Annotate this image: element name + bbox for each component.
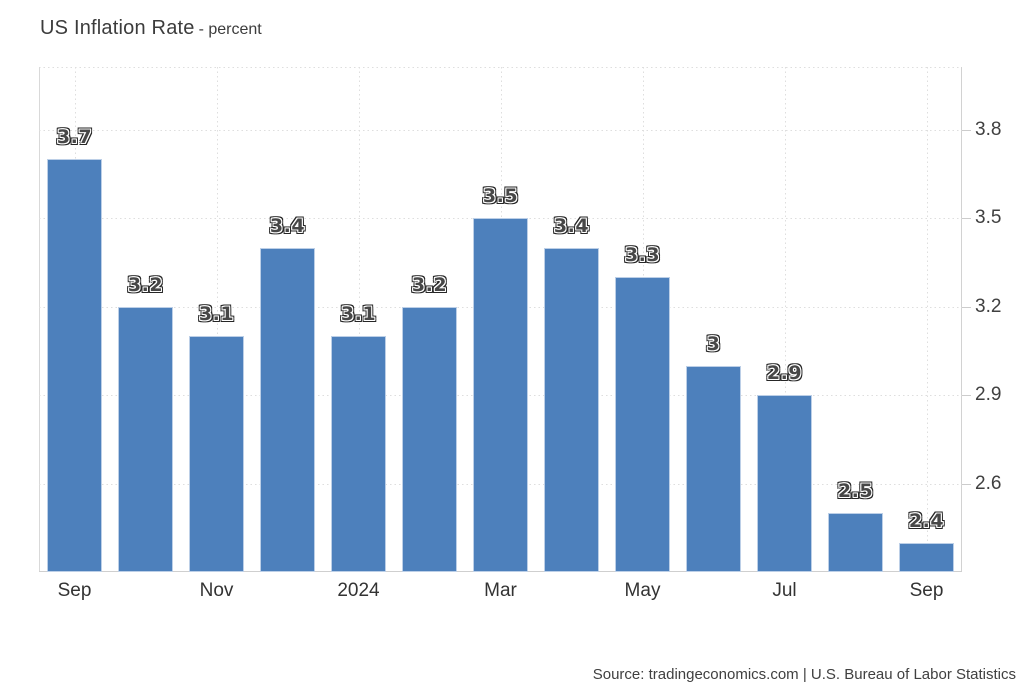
bar-value-label: 3.2	[411, 273, 448, 296]
v-gridline	[926, 67, 928, 572]
v-gridline	[216, 67, 218, 572]
bar-column[interactable]	[757, 395, 812, 572]
bar-column[interactable]	[189, 336, 244, 572]
bar-column[interactable]	[260, 247, 315, 572]
bar-column[interactable]	[402, 306, 457, 572]
bar-value-label: 3.7	[56, 126, 93, 149]
y-axis-label: 3.5	[975, 207, 1002, 229]
bar-value-label: 2.9	[766, 362, 803, 384]
x-axis-label: Jul	[772, 580, 797, 601]
x-axis-label: 2024	[337, 580, 380, 601]
x-axis-label: Mar	[484, 580, 517, 601]
x-axis-label: Nov	[199, 580, 234, 601]
v-gridline	[358, 67, 360, 572]
chart-header: US Inflation Rate - percent	[40, 17, 262, 40]
bar-value-label: 3.1	[198, 303, 235, 326]
bar-value-label: 3.4	[553, 214, 590, 237]
plot-area	[39, 67, 962, 572]
y-axis-tick	[962, 218, 971, 220]
chart-subtitle: - percent	[198, 21, 262, 38]
bar-column[interactable]	[118, 306, 173, 572]
bar-value-label: 3.1	[340, 303, 377, 326]
bar-value-label: 3	[706, 332, 721, 355]
x-axis-label: Sep	[909, 580, 944, 601]
bar-value-label: 2.5	[837, 480, 874, 502]
y-axis-label: 2.6	[975, 472, 1002, 494]
y-axis-label: 2.9	[975, 384, 1002, 405]
source-attribution: Source: tradingeconomics.com | U.S. Bure…	[592, 666, 1016, 683]
y-axis-tick	[962, 129, 971, 131]
bar-column[interactable]	[544, 247, 599, 572]
y-axis-line-right	[961, 67, 962, 572]
x-axis-label: May	[624, 580, 661, 601]
y-axis-tick	[962, 306, 971, 308]
bar-column[interactable]	[686, 365, 741, 572]
bar-value-label: 2.4	[908, 509, 945, 532]
y-axis-label: 3.8	[975, 118, 1002, 140]
y-axis-line-left	[39, 67, 40, 572]
bar-column[interactable]	[473, 218, 528, 572]
bar-value-label: 3.3	[624, 244, 661, 267]
bar-column[interactable]	[47, 159, 102, 572]
y-axis-tick	[962, 395, 971, 396]
chart-title: US Inflation Rate	[40, 17, 195, 39]
y-axis-label: 3.2	[975, 295, 1002, 317]
v-gridline	[784, 67, 786, 572]
y-axis-tick	[962, 483, 971, 485]
bar-column[interactable]	[331, 336, 386, 572]
bar-value-label: 3.2	[127, 273, 164, 296]
bar-column[interactable]	[615, 277, 670, 572]
bar-column[interactable]	[899, 542, 954, 572]
x-axis-label: Sep	[57, 580, 92, 601]
bar-value-label: 3.4	[269, 214, 306, 237]
bar-column[interactable]	[828, 513, 883, 572]
bar-value-label: 3.5	[482, 185, 519, 208]
